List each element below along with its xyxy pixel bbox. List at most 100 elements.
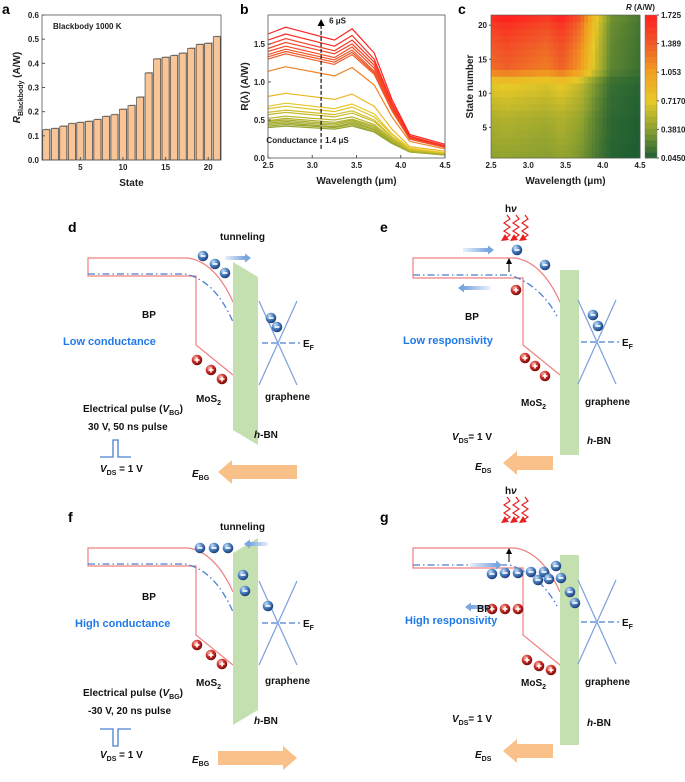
field-arrow <box>503 451 553 475</box>
hbn-label: h-BN <box>254 716 278 727</box>
heatmap-cell <box>543 151 548 159</box>
heatmap-cell <box>576 83 581 91</box>
heatmap-cell <box>632 89 637 98</box>
heatmap-cell <box>587 28 592 36</box>
heatmap-cell <box>632 49 637 57</box>
heatmap-cell <box>576 130 581 138</box>
heatmap-cell <box>606 76 611 84</box>
colorbar-tick-label-part: 1.053 <box>661 68 682 77</box>
pulse-waveform-icon <box>100 728 131 747</box>
fermi-level-label: EF <box>622 338 634 351</box>
heatmap-cell <box>524 15 529 23</box>
heatmap-cell <box>595 69 600 77</box>
heatmap-cell <box>491 49 496 57</box>
heatmap-cell <box>625 130 630 138</box>
heatmap-cell <box>584 144 589 152</box>
field-label: EDS <box>475 462 492 475</box>
series-line <box>267 117 446 155</box>
colorbar-segment <box>645 116 657 123</box>
y-tick-label-part: 0.0 <box>254 154 266 163</box>
heatmap-cell <box>491 103 496 111</box>
heatmap-cell <box>599 49 604 57</box>
bar <box>59 125 68 161</box>
heatmap-cell <box>621 35 626 43</box>
heatmap-cell <box>546 144 552 152</box>
heatmap-cell <box>554 62 559 70</box>
y-tick-label: 0.1 <box>28 132 40 141</box>
heatmap-cell <box>617 96 622 104</box>
heatmap-cell <box>625 15 630 23</box>
heatmap-cell <box>599 89 604 98</box>
heatmap-cell <box>625 137 630 145</box>
x-tick-label: 4.5 <box>439 161 451 170</box>
heatmap-cell <box>613 62 619 70</box>
heatmap-cell <box>498 89 503 98</box>
bar <box>50 128 59 161</box>
x-tick-label-part: 4.0 <box>597 161 609 170</box>
series-line <box>267 66 446 150</box>
heatmap-cell <box>554 110 559 118</box>
colorbar-tick-label: 1.389 <box>661 40 682 49</box>
heatmap-cell <box>509 137 514 145</box>
heatmap-cell <box>625 69 630 77</box>
heatmap-cell <box>502 69 507 77</box>
graphene-label-part: graphene <box>265 676 310 687</box>
heatmap-cell <box>558 123 563 132</box>
heatmap-cell <box>517 117 522 125</box>
field-label-part: E <box>192 469 199 480</box>
fermi-level-label-part: E <box>622 618 629 629</box>
heatmap-cell <box>584 96 589 104</box>
heatmap-cell <box>587 76 592 84</box>
heatmap-cell <box>550 21 555 30</box>
heatmap-cell <box>606 130 611 138</box>
heatmap-cell <box>591 151 596 159</box>
heatmap-cell <box>602 21 607 30</box>
heatmap-cell <box>584 35 589 43</box>
heatmap-cell <box>502 83 507 91</box>
bar <box>119 108 127 161</box>
heatmap-cell <box>550 62 555 70</box>
electron-icon <box>265 312 277 324</box>
vds-label: VDS = 1 V <box>100 750 143 763</box>
y-tick-label: 20 <box>478 21 487 30</box>
heatmap-cell <box>636 151 641 159</box>
heatmap-cell <box>599 137 604 145</box>
heatmap-cell <box>595 55 600 64</box>
heatmap-cell <box>565 69 570 77</box>
heatmap-cell <box>535 151 540 159</box>
heatmap-cell <box>524 144 529 152</box>
heatmap-cell <box>509 144 514 152</box>
heatmap-cell <box>606 103 611 111</box>
heatmap-cell <box>580 42 585 50</box>
carrier-flow-arrow-left <box>471 605 497 609</box>
heatmap-cell <box>491 28 496 36</box>
heatmap-cell <box>531 62 537 70</box>
heatmap-cell <box>554 83 559 91</box>
heatmap-cell <box>517 62 522 70</box>
heatmap-cell <box>628 151 633 159</box>
heatmap-cell <box>546 62 552 70</box>
hbn-label-part: h <box>254 430 260 441</box>
heatmap-cell <box>599 21 604 30</box>
heatmap-cell <box>572 89 578 98</box>
heatmap-cell <box>610 49 615 57</box>
heatmap-cell <box>517 21 522 30</box>
heatmap-cell <box>513 28 518 36</box>
heatmap-cell <box>602 69 607 77</box>
heatmap-cell <box>498 21 503 30</box>
heatmap-cell <box>572 117 578 125</box>
x-tick-label-part: 4.0 <box>395 161 407 170</box>
electron-icon <box>208 542 220 554</box>
y-tick-label: 0.2 <box>28 108 40 117</box>
heatmap-cell <box>550 137 555 145</box>
heatmap-cell <box>565 42 570 50</box>
heatmap-cell <box>595 89 600 98</box>
heatmap-cell <box>554 55 559 64</box>
tunneling-arrow-head <box>245 253 251 263</box>
heatmap-cell <box>509 83 514 91</box>
colorbar-segment <box>645 44 657 52</box>
heatmap-cell <box>561 49 566 57</box>
heatmap-cell <box>628 130 633 138</box>
